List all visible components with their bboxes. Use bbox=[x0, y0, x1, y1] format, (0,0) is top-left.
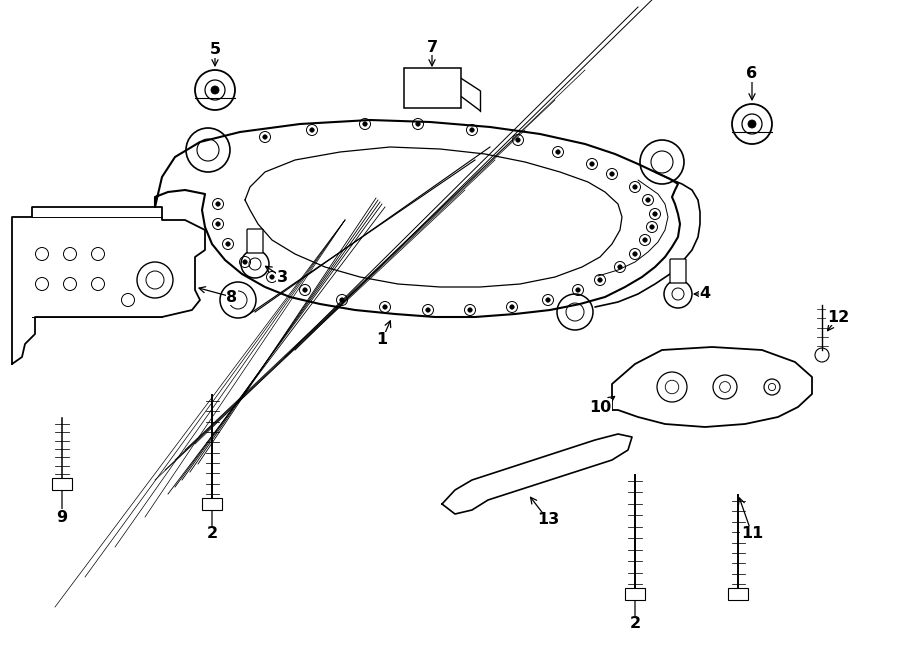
Circle shape bbox=[633, 252, 637, 256]
Text: 12: 12 bbox=[827, 310, 849, 324]
Circle shape bbox=[509, 305, 514, 309]
Text: 1: 1 bbox=[376, 332, 388, 348]
Text: 9: 9 bbox=[57, 510, 68, 524]
Circle shape bbox=[470, 128, 474, 132]
Circle shape bbox=[226, 242, 230, 246]
Text: 2: 2 bbox=[629, 616, 641, 632]
FancyBboxPatch shape bbox=[404, 68, 461, 108]
FancyBboxPatch shape bbox=[247, 229, 263, 253]
FancyBboxPatch shape bbox=[625, 588, 645, 600]
FancyBboxPatch shape bbox=[52, 478, 72, 490]
Circle shape bbox=[748, 120, 756, 128]
Circle shape bbox=[426, 308, 430, 312]
Circle shape bbox=[598, 278, 602, 282]
Circle shape bbox=[363, 122, 367, 126]
Circle shape bbox=[617, 265, 622, 269]
Circle shape bbox=[263, 135, 267, 139]
Text: 10: 10 bbox=[589, 399, 611, 414]
Circle shape bbox=[652, 212, 657, 216]
Circle shape bbox=[270, 275, 274, 279]
Circle shape bbox=[576, 288, 580, 292]
Text: 7: 7 bbox=[427, 40, 437, 54]
FancyBboxPatch shape bbox=[670, 259, 686, 283]
Text: 5: 5 bbox=[210, 42, 220, 58]
Circle shape bbox=[633, 185, 637, 189]
Circle shape bbox=[340, 298, 344, 302]
Circle shape bbox=[650, 225, 654, 229]
Circle shape bbox=[382, 305, 387, 309]
Circle shape bbox=[545, 298, 550, 302]
Text: 8: 8 bbox=[227, 289, 238, 305]
Circle shape bbox=[516, 138, 520, 142]
Circle shape bbox=[416, 122, 420, 126]
Circle shape bbox=[243, 260, 248, 264]
Circle shape bbox=[468, 308, 472, 312]
Text: 11: 11 bbox=[741, 526, 763, 542]
Text: 13: 13 bbox=[537, 512, 559, 528]
Circle shape bbox=[216, 202, 220, 206]
Text: 3: 3 bbox=[276, 269, 288, 285]
Text: 4: 4 bbox=[699, 287, 711, 301]
Circle shape bbox=[610, 172, 614, 176]
Circle shape bbox=[646, 198, 650, 202]
FancyBboxPatch shape bbox=[728, 588, 748, 600]
Circle shape bbox=[590, 162, 594, 166]
Circle shape bbox=[211, 86, 219, 94]
Circle shape bbox=[310, 128, 314, 132]
Circle shape bbox=[302, 288, 307, 292]
FancyBboxPatch shape bbox=[202, 498, 222, 510]
Circle shape bbox=[556, 150, 560, 154]
Text: 2: 2 bbox=[206, 526, 218, 542]
Circle shape bbox=[216, 222, 220, 226]
Text: 6: 6 bbox=[746, 66, 758, 81]
Circle shape bbox=[643, 238, 647, 242]
